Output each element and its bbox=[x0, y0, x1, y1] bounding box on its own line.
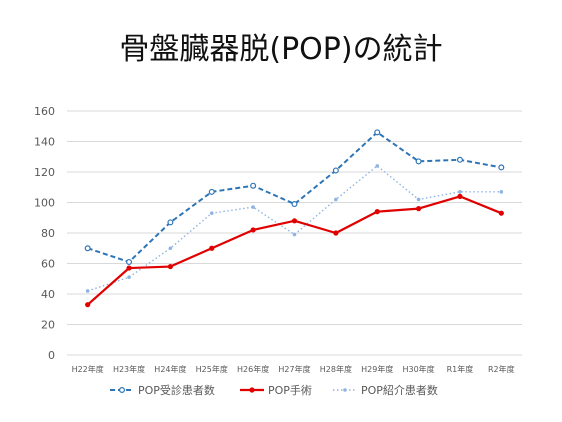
y-axis-ticks: 0 20 40 60 80 100 120 140 160 bbox=[34, 105, 55, 362]
x-tick-label: H28年度 bbox=[320, 364, 352, 374]
x-tick-label: H27年度 bbox=[278, 364, 310, 374]
data-point bbox=[127, 275, 131, 280]
y-tick-label: 100 bbox=[34, 197, 55, 210]
series-line bbox=[87, 131, 502, 263]
data-point bbox=[250, 182, 257, 189]
y-tick-label: 40 bbox=[41, 288, 55, 301]
data-point bbox=[333, 230, 339, 236]
y-tick-label: 80 bbox=[41, 227, 55, 240]
data-point bbox=[84, 245, 91, 252]
data-point bbox=[498, 210, 504, 216]
data-point bbox=[167, 219, 174, 226]
x-tick-label: H23年度 bbox=[113, 364, 145, 374]
legend: POP受診患者数 POP手術 POP紹介患者数 bbox=[110, 383, 438, 397]
data-point bbox=[209, 211, 214, 215]
data-point bbox=[168, 246, 173, 251]
data-point bbox=[250, 227, 256, 233]
x-tick-label: H30年度 bbox=[402, 364, 434, 374]
legend-item: POP受診患者数 bbox=[110, 383, 215, 397]
series-line bbox=[86, 195, 502, 306]
data-point bbox=[374, 129, 381, 136]
legend-marker bbox=[343, 388, 347, 392]
data-point bbox=[499, 190, 504, 194]
series-3 bbox=[85, 164, 504, 293]
legend-item: POP手術 bbox=[240, 383, 312, 397]
y-tick-label: 120 bbox=[34, 166, 55, 179]
data-point bbox=[457, 193, 463, 199]
data-point bbox=[456, 156, 463, 163]
x-axis-ticks: H22年度 H23年度 H24年度 H25年度 H26年度 H27年度 H28年度 H29年度… bbox=[72, 364, 515, 374]
x-tick-label: H26年度 bbox=[237, 364, 269, 374]
legend-label: POP紹介患者数 bbox=[361, 384, 438, 397]
data-point bbox=[332, 167, 339, 174]
data-point bbox=[85, 302, 91, 308]
data-point bbox=[416, 197, 421, 202]
data-point bbox=[292, 232, 297, 237]
data-point bbox=[291, 218, 298, 224]
y-tick-label: 160 bbox=[34, 105, 55, 118]
y-tick-label: 0 bbox=[48, 349, 55, 362]
x-tick-label: R2年度 bbox=[488, 364, 515, 374]
data-point bbox=[208, 188, 215, 195]
chart-title: 骨盤臓器脱(POP)の統計 bbox=[119, 32, 443, 67]
y-tick-label: 20 bbox=[41, 319, 55, 332]
x-tick-label: H25年度 bbox=[196, 364, 228, 374]
data-point bbox=[85, 289, 90, 293]
data-point bbox=[291, 201, 298, 208]
x-tick-label: R1年度 bbox=[447, 364, 474, 374]
y-tick-label: 60 bbox=[41, 258, 55, 271]
data-point bbox=[375, 164, 380, 168]
data-point bbox=[126, 265, 132, 271]
data-point bbox=[415, 158, 422, 165]
legend-label: POP手術 bbox=[268, 383, 312, 397]
legend-marker bbox=[249, 387, 255, 393]
series-lines bbox=[84, 129, 505, 308]
y-tick-label: 140 bbox=[34, 136, 55, 149]
series-1 bbox=[84, 129, 505, 265]
data-point bbox=[209, 245, 215, 251]
data-point bbox=[498, 164, 505, 171]
legend-marker bbox=[118, 387, 125, 394]
x-tick-label: H29年度 bbox=[361, 364, 393, 374]
data-point bbox=[126, 258, 133, 265]
x-tick-label: H24年度 bbox=[154, 364, 186, 374]
legend-label: POP受診患者数 bbox=[138, 383, 215, 397]
series-line bbox=[87, 165, 502, 292]
data-point bbox=[374, 209, 380, 215]
x-tick-label: H22年度 bbox=[72, 364, 104, 374]
data-point bbox=[458, 190, 462, 194]
data-point bbox=[415, 206, 422, 212]
series-2 bbox=[85, 193, 504, 308]
legend-item: POP紹介患者数 bbox=[333, 384, 438, 397]
data-point bbox=[334, 197, 338, 202]
data-point bbox=[251, 205, 255, 209]
data-point bbox=[167, 263, 174, 270]
